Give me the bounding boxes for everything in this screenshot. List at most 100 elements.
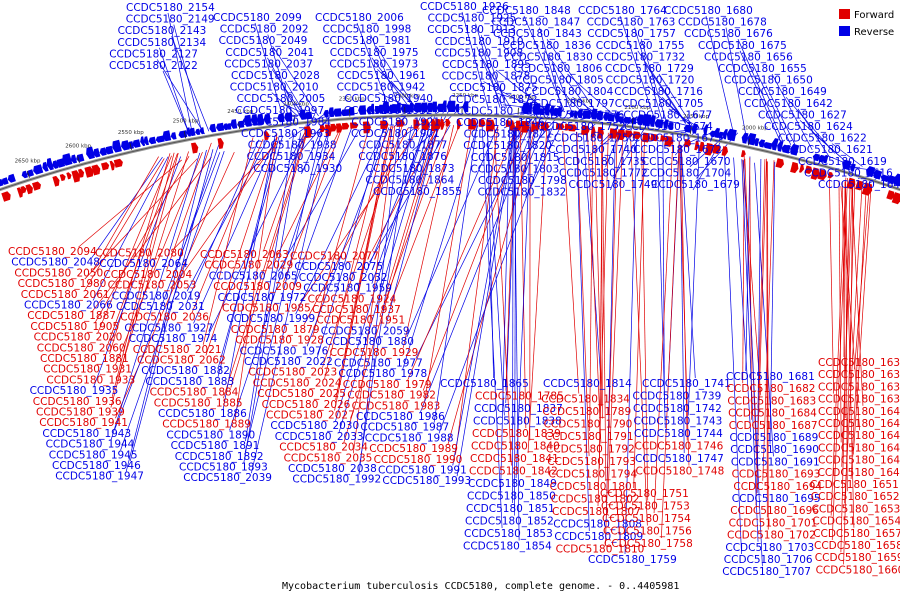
reverse-gene [104, 145, 114, 155]
top-leader-line [637, 50, 687, 123]
gene-label: CCDC5180_1683 [727, 395, 816, 407]
gene-label: CCDC5180_2099 [213, 12, 302, 24]
gene-label: CCDC5180_1849 [468, 478, 557, 490]
gene-label: CCDC5180_1659 [815, 552, 900, 564]
forward-gene [91, 164, 101, 176]
bottom-leader-line [84, 158, 165, 290]
forward-gene [78, 168, 85, 178]
bottom-leader-line [218, 135, 284, 367]
reverse-gene [753, 138, 760, 147]
forward-gene [396, 119, 405, 127]
bottom-leader-line [755, 158, 767, 506]
bottom-leader-line [513, 126, 520, 541]
top-leader-line [375, 46, 416, 109]
bottom-leader-line [589, 131, 594, 432]
reverse-gene [216, 122, 225, 132]
gene-label: CCDC5180_1837 [474, 403, 563, 415]
reverse-gene [93, 148, 101, 158]
gene-label: CCDC5180_1793 [547, 456, 636, 468]
gene-label: CCDC5180_1646 [818, 455, 900, 467]
bottom-leader-line [317, 126, 385, 358]
gene-label: CCDC5180_1674 [624, 121, 713, 133]
gene-label: CCDC5180_1695 [732, 493, 821, 505]
gene-label: CCDC5180_1872 [449, 94, 538, 106]
gene-label: CCDC5180_1753 [601, 501, 690, 513]
gene-label: CCDC5180_1619 [798, 156, 887, 168]
gene-label: CCDC5180_2062 [137, 355, 226, 367]
gene-label: CCDC5180_1990 [374, 454, 463, 466]
bottom-leader-line [338, 125, 431, 432]
top-leader-line [546, 39, 597, 113]
top-leader-line [705, 15, 735, 135]
tick-label: 2350 kbp [339, 97, 365, 103]
gene-label: CCDC5180_1797 [526, 98, 615, 110]
top-leader-line [544, 50, 591, 112]
tick-label: 2150 kbp [567, 99, 593, 105]
reverse-gene [436, 103, 444, 112]
gene-label: CCDC5180_1889 [162, 419, 251, 431]
reverse-gene [413, 102, 422, 113]
reverse-gene [636, 114, 644, 126]
bottom-leader-line [607, 133, 624, 494]
gene-label: CCDC5180_1937 [312, 304, 401, 316]
gene-label: CCDC5180_1643 [818, 179, 900, 191]
gene-label: CCDC5180_1755 [596, 40, 685, 52]
reverse-gene [21, 170, 28, 179]
bottom-leader-line [402, 124, 479, 370]
bottom-leader-line [520, 127, 527, 429]
gene-label: CCDC5180_1627 [758, 109, 847, 121]
reverse-gene [818, 154, 825, 163]
reverse-gene [641, 113, 652, 127]
top-leader-line [475, 23, 501, 108]
gene-label: CCDC5180_1740 [548, 144, 637, 156]
bottom-leader-line [505, 126, 518, 404]
gene-label: CCDC5180_1830 [504, 51, 593, 63]
reverse-gene [52, 160, 59, 169]
top-leader-line [739, 50, 781, 143]
reverse-gene [431, 101, 437, 113]
tick-label: 2300 kbp [394, 94, 420, 100]
gene-label: CCDC5180_1885 [154, 397, 243, 409]
bottom-leader-line [109, 153, 171, 355]
gene-label: CCDC5180_1947 [55, 471, 144, 483]
gene-label: CCDC5180_1752 [537, 121, 626, 133]
reverse-gene [446, 100, 456, 112]
bottom-leader-line [575, 131, 590, 532]
reverse-gene [243, 114, 252, 127]
gene-label: CCDC5180_1638 [818, 394, 900, 406]
reverse-gene [758, 139, 766, 148]
top-leader-line [737, 39, 784, 142]
gene-label: CCDC5180_1806 [514, 63, 603, 75]
bottom-leader-line [193, 138, 276, 324]
gene-label: CCDC5180_1677 [623, 109, 712, 121]
forward-gene [319, 124, 326, 133]
forward-gene [457, 119, 462, 130]
gene-label: CCDC5180_2066 [24, 300, 113, 312]
gene-label: CCDC5180_1789 [542, 406, 631, 418]
reverse-gene [263, 113, 271, 125]
gene-label: CCDC5180_1746 [635, 441, 724, 453]
tick-label: 2200 kbp [509, 95, 535, 101]
gene-label: CCDC5180_2060 [37, 342, 126, 354]
legend-reverse-swatch [839, 26, 850, 36]
gene-label: CCDC5180_1878 [442, 71, 531, 83]
gene-label: CCDC5180_1933 [46, 374, 135, 386]
bottom-leader-line [844, 181, 863, 504]
gene-label: CCDC5180_1840 [471, 441, 560, 453]
bottom-leader-line [486, 126, 505, 416]
reverse-gene [7, 173, 16, 183]
forward-gene [846, 177, 856, 190]
gene-label: CCDC5180_2061 [21, 289, 110, 301]
top-leader-line [461, 11, 489, 108]
gene-label: CCDC5180_1839 [472, 428, 561, 440]
reverse-gene [887, 175, 896, 185]
gene-label: CCDC5180_1808 [553, 519, 642, 531]
gene-label: CCDC5180_1944 [46, 439, 135, 451]
gene-label: CCDC5180_1932 [344, 105, 433, 117]
gene-label: CCDC5180_1757 [587, 28, 676, 40]
forward-gene [617, 129, 626, 141]
gene-label: CCDC5180_1841 [470, 453, 559, 465]
forward-gene [440, 119, 445, 130]
reverse-gene [590, 108, 598, 120]
reverse-gene [569, 110, 574, 118]
